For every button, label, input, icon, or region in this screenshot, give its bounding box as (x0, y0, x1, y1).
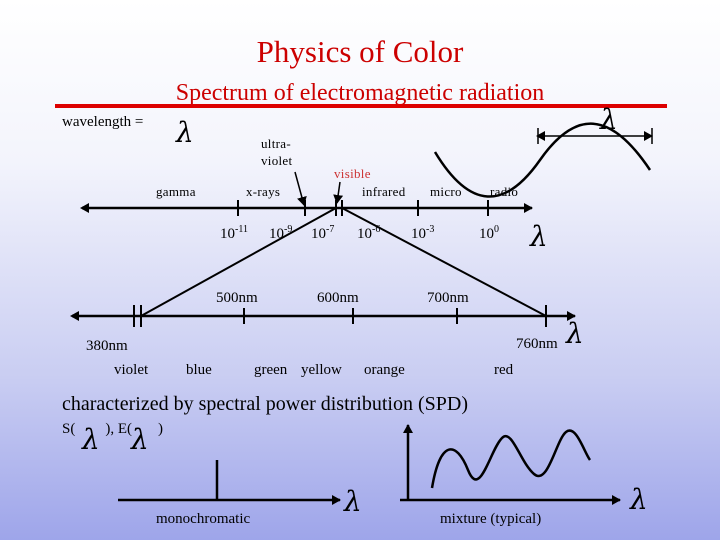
wavelength-wave-illustration (433, 122, 653, 198)
slide-title: Physics of Color (256, 34, 464, 69)
visible-ticks (133, 305, 547, 327)
tick-label: 10-11 (220, 224, 248, 243)
color-label-red: red (494, 362, 514, 378)
band-label-micro: micro (430, 184, 462, 199)
wavelength-label: wavelength = (62, 114, 144, 130)
mixture-plot (400, 424, 621, 505)
mixture-label: mixture (typical) (440, 511, 542, 527)
lambda-symbol: λ (344, 485, 362, 518)
title-underline (55, 104, 667, 108)
spd-caption: characterized by spectral power distribu… (62, 393, 468, 415)
nm-label-760: 760nm (516, 336, 558, 352)
spd-notation: S(), E() (62, 421, 163, 437)
tick-label: 10-6 (357, 224, 381, 243)
color-label-green: green (254, 362, 288, 378)
band-label-visible: visible (334, 166, 371, 181)
band-label-ultraviolet-2: violet (261, 153, 293, 168)
slide-subtitle: Spectrum of electromagnetic radiation (175, 80, 545, 106)
band-label-xrays: x-rays (246, 184, 281, 199)
nm-label-700: 700nm (427, 290, 469, 306)
band-label-radio: radio (490, 184, 519, 199)
lambda-symbol: λ (566, 317, 584, 350)
lambda-symbol: λ (630, 483, 648, 516)
color-label-blue: blue (186, 362, 212, 378)
nm-label-380: 380nm (86, 338, 128, 354)
nm-label-600: 600nm (317, 290, 359, 306)
tick-label: 10-9 (269, 224, 293, 243)
lambda-symbol: λ (176, 116, 194, 149)
lambda-symbol: λ (530, 220, 548, 253)
monochromatic-label: monochromatic (156, 511, 251, 527)
lambda-symbol: λ (600, 103, 618, 136)
tick-label: 100 (479, 224, 499, 243)
color-label-orange: orange (364, 362, 405, 378)
nm-label-500: 500nm (216, 290, 258, 306)
color-label-violet: violet (114, 362, 149, 378)
band-label-infrared: infrared (362, 184, 406, 199)
lambda-symbol: λ (131, 423, 149, 456)
color-label-yellow: yellow (301, 362, 342, 378)
tick-label: 10-7 (311, 224, 335, 243)
band-label-ultraviolet-1: ultra- (261, 136, 291, 151)
lambda-symbol: λ (82, 423, 100, 456)
monochromatic-plot (118, 460, 341, 505)
band-label-gamma: gamma (156, 184, 196, 199)
tick-label: 10-3 (411, 224, 435, 243)
